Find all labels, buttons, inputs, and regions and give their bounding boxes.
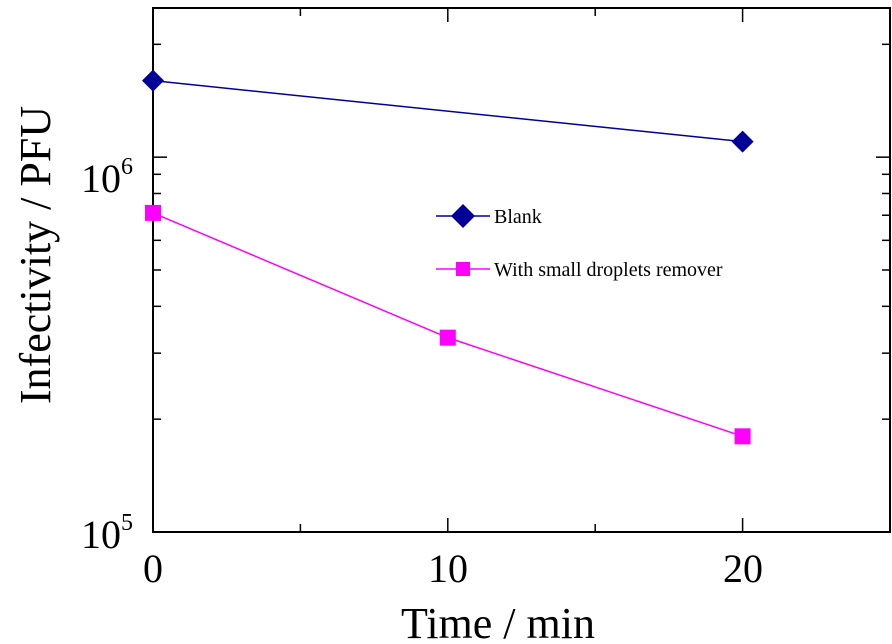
- legend-marker-blank: [451, 204, 475, 228]
- y-tick-labels: 105 106: [81, 154, 133, 557]
- x-tick-labels: 0 10 20: [143, 546, 763, 591]
- x-axis-title: Time / min: [401, 599, 595, 644]
- y-tick-label-1e6: 106: [81, 154, 133, 201]
- legend-label-droplets: With small droplets remover: [494, 259, 723, 281]
- y-axis-title: Infectivity / PFU: [11, 106, 60, 404]
- data-point-droplets: [734, 428, 751, 445]
- series-line-blank: [152, 79, 743, 143]
- legend-marker-droplets: [456, 262, 470, 276]
- data-point-droplets: [439, 329, 456, 346]
- legend: Blank With small droplets remover: [436, 204, 723, 281]
- legend-label-blank: Blank: [494, 206, 542, 228]
- x-tick-label-20: 20: [723, 546, 763, 591]
- data-point-blank: [142, 69, 164, 92]
- data-point-droplets: [145, 204, 161, 221]
- tick-marks: [152, 8, 891, 533]
- data-point-blank: [731, 130, 754, 153]
- x-tick-label-0: 0: [143, 546, 163, 591]
- series-layer: [142, 69, 754, 445]
- x-tick-label-10: 10: [428, 546, 468, 591]
- series-line-droplets: [152, 212, 743, 438]
- y-tick-label-1e5: 105: [81, 510, 133, 557]
